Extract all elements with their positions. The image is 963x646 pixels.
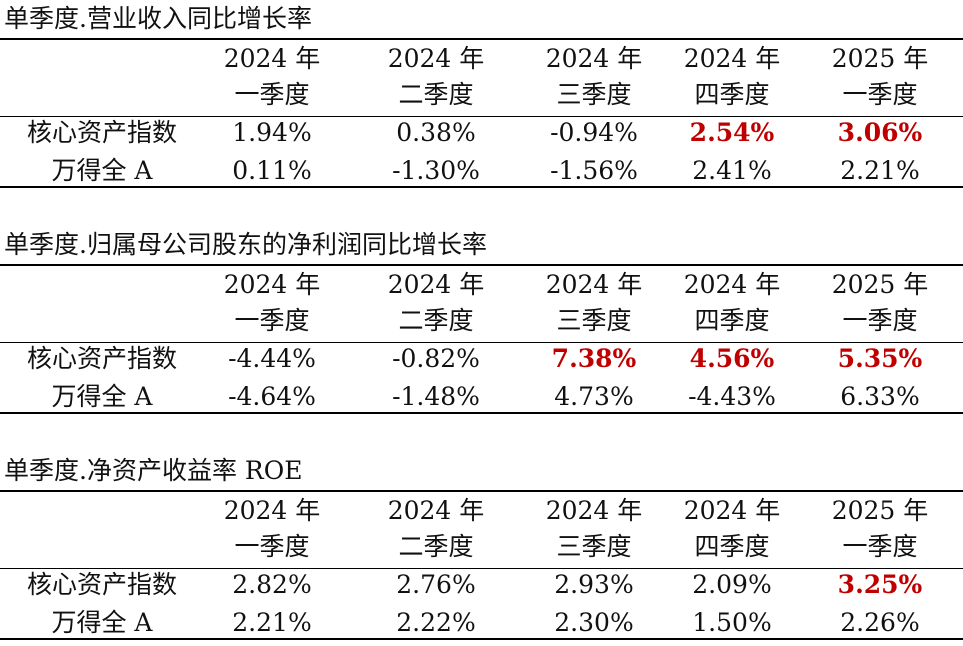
column-header-year: 2024 年: [387, 270, 485, 299]
table-cell: -1.30%: [392, 156, 480, 185]
column-header-year: 2024 年: [683, 44, 781, 73]
column-header-quarter: 二季度: [398, 532, 474, 561]
row-label: 核心资产指数: [26, 570, 177, 599]
column-header-year: 2024 年: [683, 270, 781, 299]
table-cell: 7.38%: [551, 344, 637, 373]
table-cell: 5.35%: [837, 344, 923, 373]
data-table: 2024 年一季度 2024 年二季度 2024 年三季度 2024 年四季度 2025…: [0, 264, 963, 414]
table-section: 单季度.净资产收益率 ROE 2024 年一季度 2024 年二季度 2024 年三季…: [0, 454, 963, 644]
table-cell: 3.25%: [837, 570, 923, 599]
column-header-quarter: 三季度: [556, 80, 632, 109]
table-section: 单季度.归属母公司股东的净利润同比增长率 2024 年一季度 2024 年二季度 20…: [0, 228, 963, 418]
column-header-quarter: 一季度: [842, 532, 918, 561]
column-header-quarter: 一季度: [842, 306, 918, 335]
table-cell: 2.21%: [840, 156, 920, 185]
table-header: 2024 年一季度 2024 年二季度 2024 年三季度 2024 年四季度 2025…: [0, 40, 963, 116]
column-header-year: 2024 年: [387, 44, 485, 73]
table-cell: 2.76%: [396, 570, 476, 599]
section-title: 单季度.营业收入同比增长率: [4, 4, 312, 33]
column-header-quarter: 一季度: [234, 80, 310, 109]
column-header-year: 2024 年: [223, 496, 321, 525]
table-header: 2024 年一季度 2024 年二季度 2024 年三季度 2024 年四季度 2025…: [0, 492, 963, 568]
column-header-quarter: 四季度: [694, 80, 770, 109]
row-label: 核心资产指数: [26, 344, 177, 373]
section-title: 单季度.净资产收益率 ROE: [4, 456, 303, 485]
column-header-year: 2024 年: [223, 44, 321, 73]
table-cell: -0.82%: [392, 344, 480, 373]
column-header-quarter: 二季度: [398, 306, 474, 335]
header-divider: [0, 342, 963, 343]
column-header-year: 2024 年: [223, 270, 321, 299]
row-label: 万得全 A: [51, 608, 153, 637]
table-cell: 2.09%: [692, 570, 772, 599]
table-cell: 2.30%: [554, 608, 634, 637]
column-header-year: 2024 年: [545, 44, 643, 73]
row-label: 万得全 A: [51, 156, 153, 185]
table-cell: 0.11%: [232, 156, 312, 185]
column-header-quarter: 二季度: [398, 80, 474, 109]
column-header-year: 2025 年: [831, 44, 929, 73]
table-cell: 2.21%: [232, 608, 312, 637]
table-cell: -4.44%: [228, 344, 316, 373]
column-header-quarter: 三季度: [556, 532, 632, 561]
header-divider: [0, 568, 963, 569]
table-cell: 3.06%: [837, 118, 923, 147]
table-cell: 2.82%: [232, 570, 312, 599]
table-cell: 6.33%: [840, 382, 920, 411]
column-header-quarter: 一季度: [234, 532, 310, 561]
table-cell: 2.41%: [692, 156, 772, 185]
table-header: 2024 年一季度 2024 年二季度 2024 年三季度 2024 年四季度 2025…: [0, 266, 963, 342]
column-header-year: 2025 年: [831, 496, 929, 525]
table-cell: -4.64%: [228, 382, 316, 411]
column-header-quarter: 三季度: [556, 306, 632, 335]
table-cell: 2.93%: [554, 570, 634, 599]
section-title: 单季度.归属母公司股东的净利润同比增长率: [4, 230, 487, 259]
column-header-quarter: 四季度: [694, 306, 770, 335]
table-cell: 1.94%: [232, 118, 312, 147]
column-header-year: 2024 年: [545, 270, 643, 299]
table-section: 单季度.营业收入同比增长率 2024 年一季度 2024 年二季度 2024 年三季度…: [0, 2, 963, 192]
table-cell: 4.73%: [554, 382, 634, 411]
column-header-year: 2024 年: [683, 496, 781, 525]
table-cell: 2.54%: [689, 118, 775, 147]
header-divider: [0, 116, 963, 117]
table-cell: -0.94%: [550, 118, 638, 147]
column-header-quarter: 四季度: [694, 532, 770, 561]
column-header-year: 2025 年: [831, 270, 929, 299]
data-table: 2024 年一季度 2024 年二季度 2024 年三季度 2024 年四季度 2025…: [0, 38, 963, 188]
column-header-year: 2024 年: [545, 496, 643, 525]
row-label: 核心资产指数: [26, 118, 177, 147]
table-cell: 0.38%: [396, 118, 476, 147]
table-cell: -1.48%: [392, 382, 480, 411]
data-table: 2024 年一季度 2024 年二季度 2024 年三季度 2024 年四季度 2025…: [0, 490, 963, 640]
table-cell: 1.50%: [692, 608, 772, 637]
table-cell: 4.56%: [689, 344, 775, 373]
row-label: 万得全 A: [51, 382, 153, 411]
table-cell: 2.22%: [396, 608, 476, 637]
table-cell: -1.56%: [550, 156, 638, 185]
column-header-quarter: 一季度: [234, 306, 310, 335]
table-cell: -4.43%: [688, 382, 776, 411]
table-cell: 2.26%: [840, 608, 920, 637]
column-header-year: 2024 年: [387, 496, 485, 525]
column-header-quarter: 一季度: [842, 80, 918, 109]
